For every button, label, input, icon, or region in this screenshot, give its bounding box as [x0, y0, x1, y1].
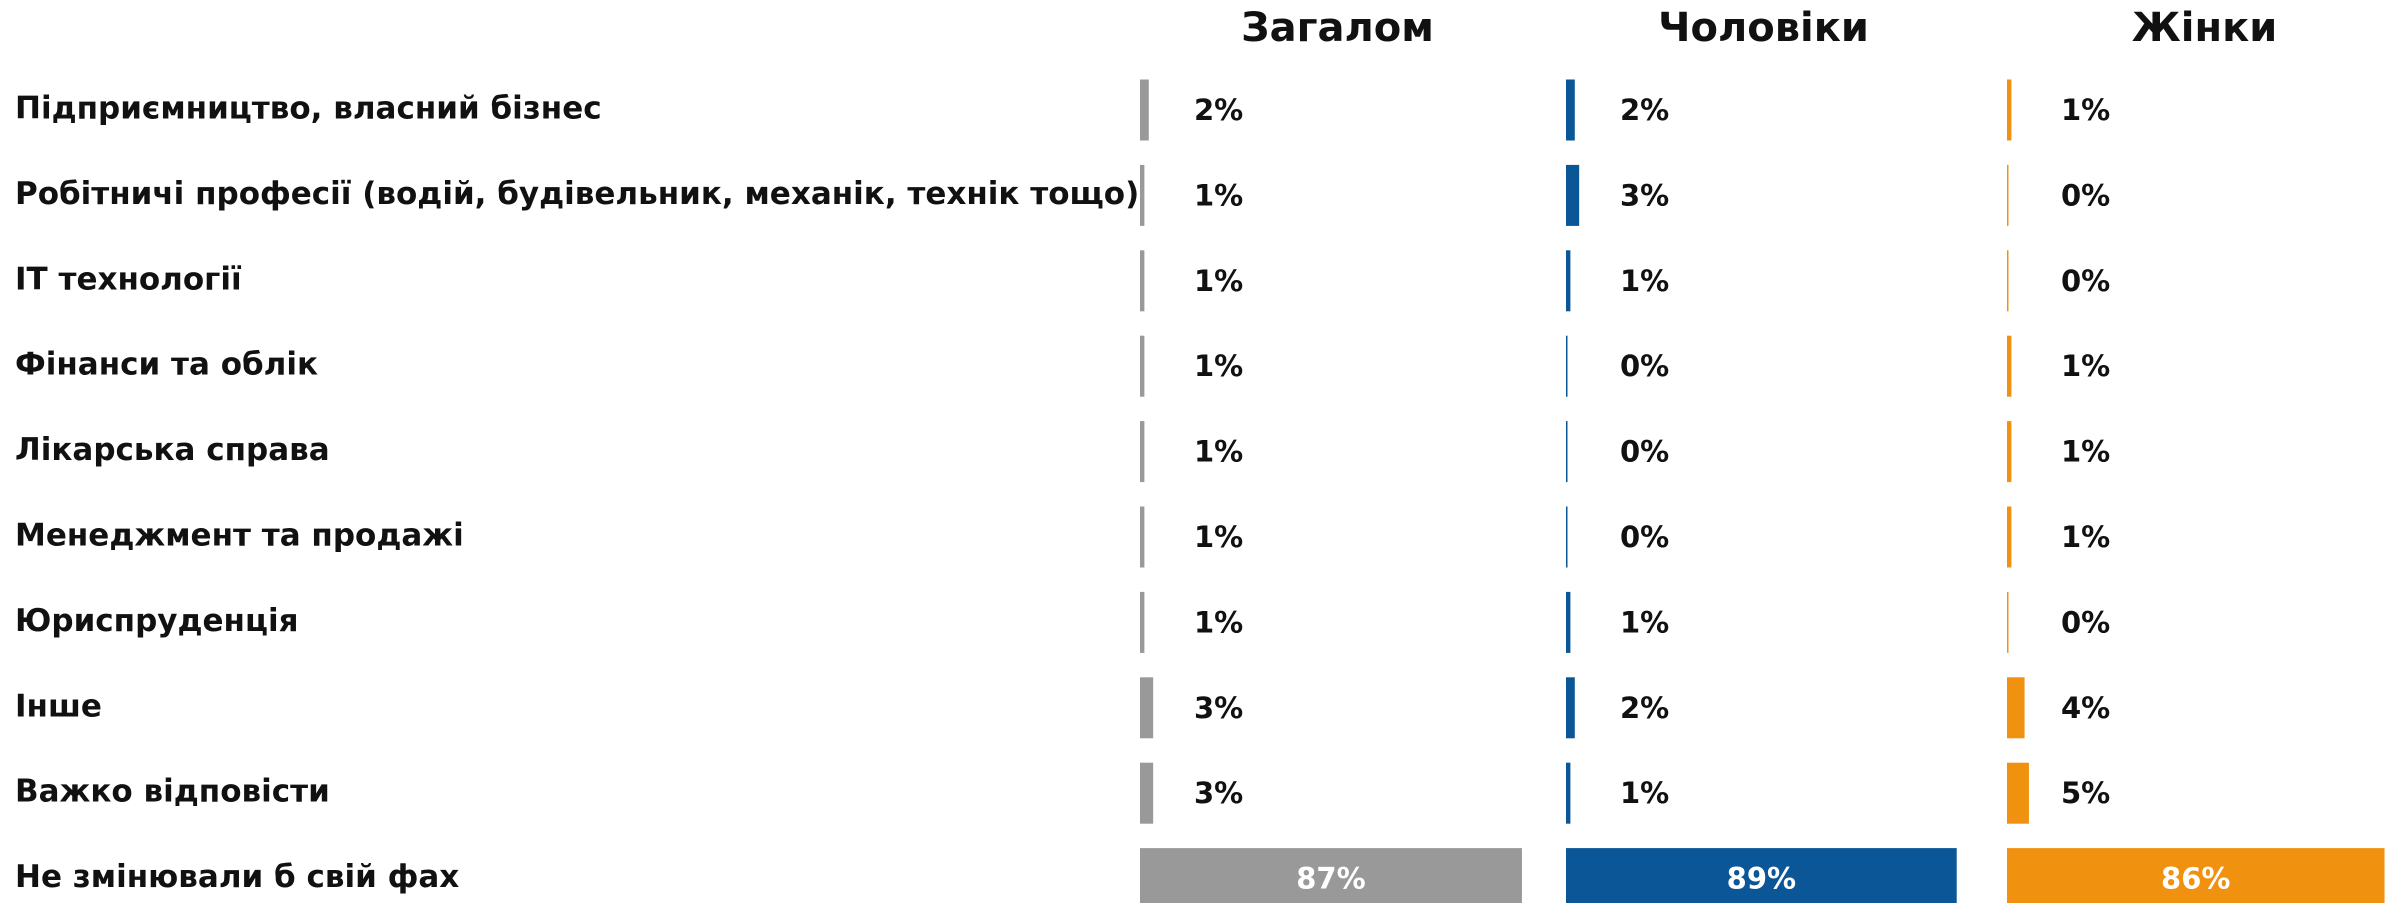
bar [1140, 250, 1145, 312]
bar [1140, 677, 1154, 739]
bar [1566, 506, 1568, 568]
value-label: 0% [1620, 349, 1669, 383]
category-label: ІТ технології [15, 261, 242, 297]
bar [2007, 335, 2012, 397]
value-label: 0% [1620, 435, 1669, 469]
value-label: 2% [1620, 691, 1669, 725]
bar [1140, 591, 1145, 653]
bar [1566, 591, 1571, 653]
bar [1140, 848, 1522, 903]
value-label: 1% [1194, 520, 1243, 554]
category-label: Фінанси та облік [15, 347, 318, 383]
value-label: 87% [1296, 862, 1365, 896]
bar [1140, 79, 1149, 141]
bar [1140, 164, 1145, 226]
bar [2007, 762, 2029, 824]
value-label: 4% [2061, 691, 2110, 725]
category-label: Інше [15, 688, 102, 724]
value-label: 3% [1620, 178, 1669, 212]
value-label: 1% [2061, 93, 2110, 127]
series-header: Загалом [1241, 5, 1434, 51]
bar [2007, 164, 2009, 226]
value-label: 1% [2061, 520, 2110, 554]
value-label: 1% [1194, 435, 1243, 469]
series-header: Чоловіки [1658, 5, 1869, 51]
value-label: 0% [2061, 264, 2110, 298]
bar [1566, 335, 1568, 397]
value-label: 1% [1620, 605, 1669, 639]
bar [1566, 250, 1571, 312]
bar [1140, 762, 1154, 824]
bar [1566, 762, 1571, 824]
bar [1566, 79, 1575, 141]
value-label: 89% [1727, 862, 1796, 896]
bar [1566, 164, 1580, 226]
value-label: 1% [1194, 349, 1243, 383]
value-label: 1% [1194, 264, 1243, 298]
value-label: 86% [2161, 862, 2230, 896]
value-label: 1% [1194, 178, 1243, 212]
category-label: Юриспруденція [15, 603, 298, 639]
value-label: 1% [1620, 264, 1669, 298]
bar [1140, 421, 1145, 483]
category-label: Важко відповісти [15, 774, 330, 810]
bar [2007, 506, 2012, 568]
value-label: 3% [1194, 691, 1243, 725]
bar [1140, 506, 1145, 568]
category-label: Робітничі професії (водій, будівельник, … [15, 176, 1139, 212]
value-label: 1% [1194, 605, 1243, 639]
bar [2007, 677, 2025, 739]
category-label: Не змінювали б свій фах [15, 859, 459, 895]
bar [2007, 591, 2009, 653]
category-label: Підприємництво, власний бізнес [15, 91, 602, 127]
value-label: 1% [1620, 776, 1669, 810]
value-label: 0% [2061, 605, 2110, 639]
bar [1566, 421, 1568, 483]
bar [1566, 677, 1575, 739]
bar [2007, 421, 2012, 483]
value-label: 2% [1620, 93, 1669, 127]
bar [2007, 848, 2385, 903]
bar [2007, 250, 2009, 312]
bar [1566, 848, 1957, 903]
category-label: Менеджмент та продажі [15, 518, 464, 554]
category-label: Лікарська справа [15, 432, 330, 468]
value-label: 0% [2061, 178, 2110, 212]
bar [2007, 79, 2012, 141]
value-label: 5% [2061, 776, 2110, 810]
value-label: 3% [1194, 776, 1243, 810]
value-label: 1% [2061, 349, 2110, 383]
value-label: 0% [1620, 520, 1669, 554]
value-label: 2% [1194, 93, 1243, 127]
series-header: Жінки [2132, 5, 2278, 51]
bar [1140, 335, 1145, 397]
value-label: 1% [2061, 435, 2110, 469]
